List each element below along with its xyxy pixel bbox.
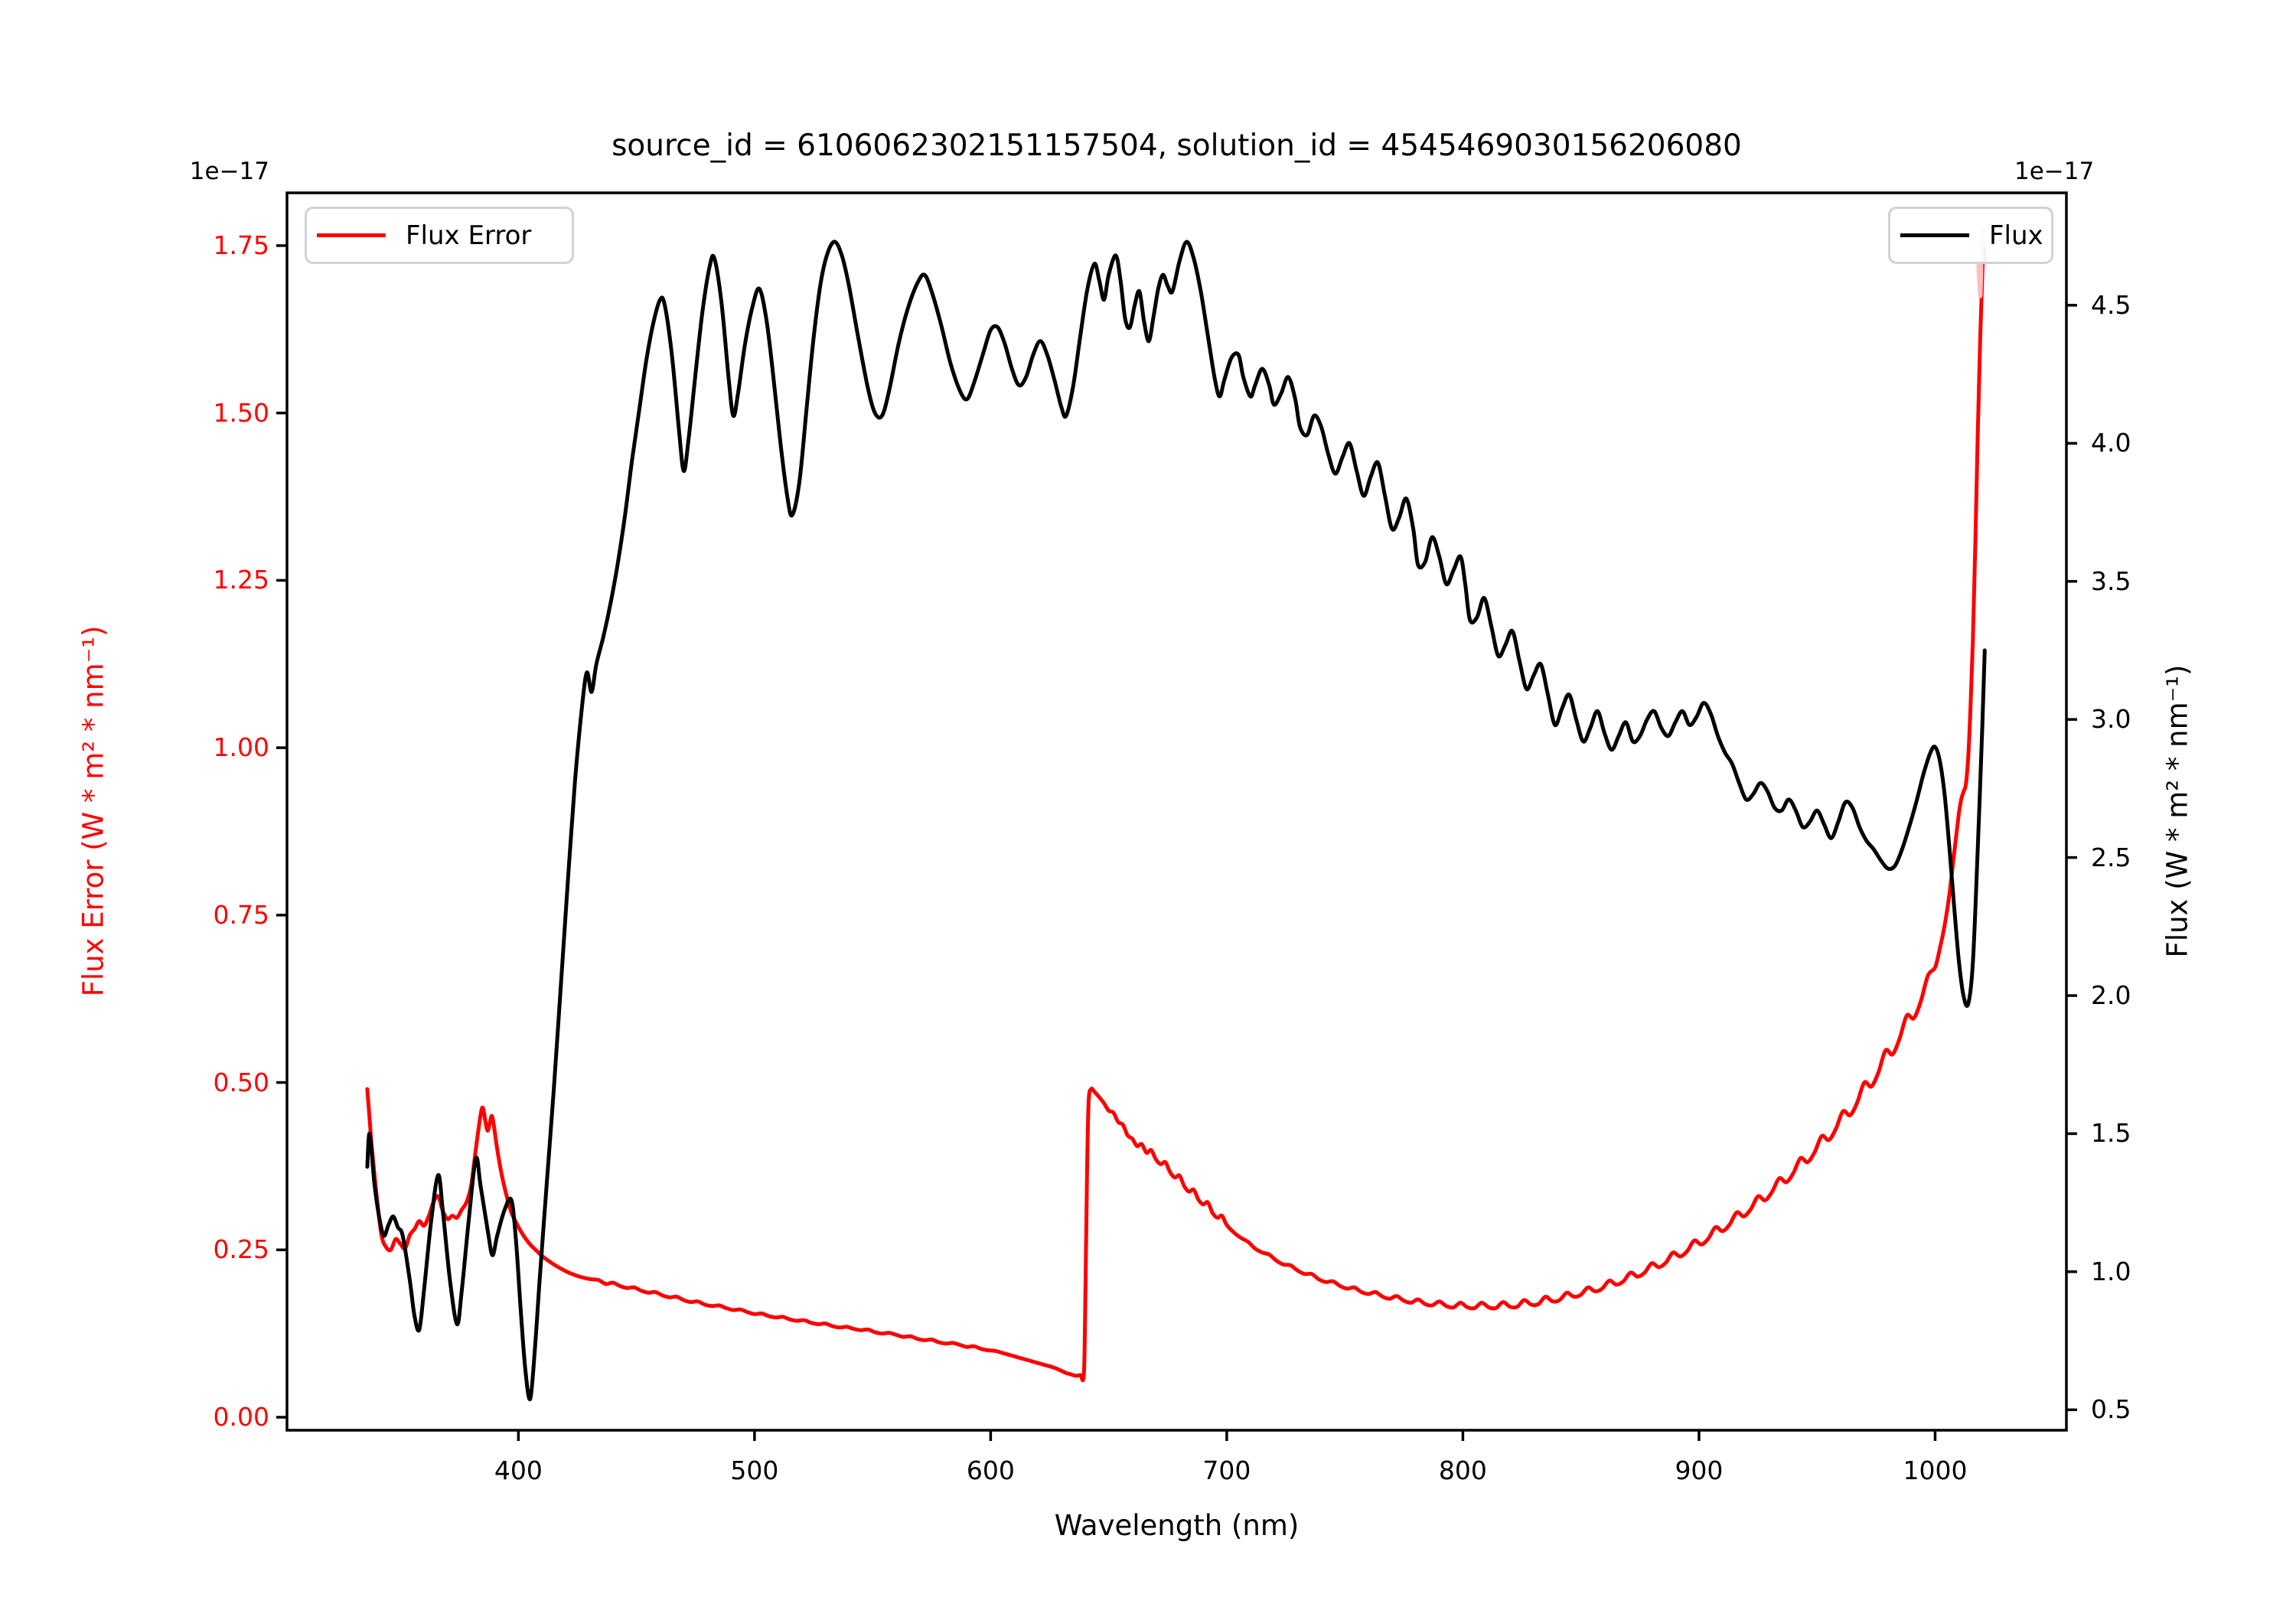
right-tick-label: 4.5 — [2091, 289, 2131, 320]
left-tick-label: 1.50 — [213, 397, 269, 428]
right-tick-label: 1.0 — [2091, 1256, 2131, 1286]
x-tick-label: 700 — [1202, 1455, 1251, 1485]
right-tick-label: 1.5 — [2091, 1118, 2131, 1149]
legend-flux: Flux — [1888, 207, 2053, 264]
legend-flux-error: Flux Error — [305, 207, 574, 264]
right-axis-label: Flux (W * m² * nm⁻¹) — [2161, 664, 2194, 958]
right-axis-offset: 1e−17 — [2014, 158, 2095, 185]
right-tick-label: 4.0 — [2091, 428, 2131, 458]
series-flux-error — [365, 246, 1987, 1383]
right-tick-label: 2.0 — [2091, 980, 2131, 1010]
x-tick-label: 600 — [966, 1455, 1015, 1485]
left-tick-label: 0.50 — [213, 1067, 269, 1097]
left-tick-label: 1.25 — [213, 565, 269, 595]
legend-flux-error-label: Flux Error — [406, 220, 532, 251]
left-axis-label: Flux Error (W * m² * nm⁻¹) — [77, 625, 110, 997]
x-tick-label: 1000 — [1903, 1455, 1968, 1485]
x-tick-label: 500 — [730, 1455, 779, 1485]
right-tick-label: 3.0 — [2091, 704, 2131, 735]
chart-title: source_id = 6106062302151157504, solutio… — [612, 129, 1742, 163]
left-tick-label: 1.00 — [213, 732, 269, 763]
series-flux — [365, 240, 1987, 1402]
flux-error-line-sample — [317, 233, 386, 237]
x-tick-label: 400 — [494, 1455, 543, 1485]
left-axis-offset: 1e−17 — [189, 158, 269, 185]
left-tick-label: 0.25 — [213, 1234, 269, 1265]
x-tick-label: 900 — [1675, 1455, 1724, 1485]
left-tick-label: 1.75 — [213, 230, 269, 260]
right-tick-label: 3.5 — [2091, 566, 2131, 596]
x-axis-label: Wavelength (nm) — [1054, 1509, 1300, 1542]
flux-line-sample — [1900, 233, 1969, 237]
left-tick-label: 0.00 — [213, 1402, 269, 1433]
left-tick-label: 0.75 — [213, 899, 269, 930]
legend-flux-label: Flux — [1989, 220, 2043, 251]
x-tick-label: 800 — [1438, 1455, 1487, 1485]
right-tick-label: 0.5 — [2091, 1394, 2131, 1425]
right-tick-label: 2.5 — [2091, 842, 2131, 872]
